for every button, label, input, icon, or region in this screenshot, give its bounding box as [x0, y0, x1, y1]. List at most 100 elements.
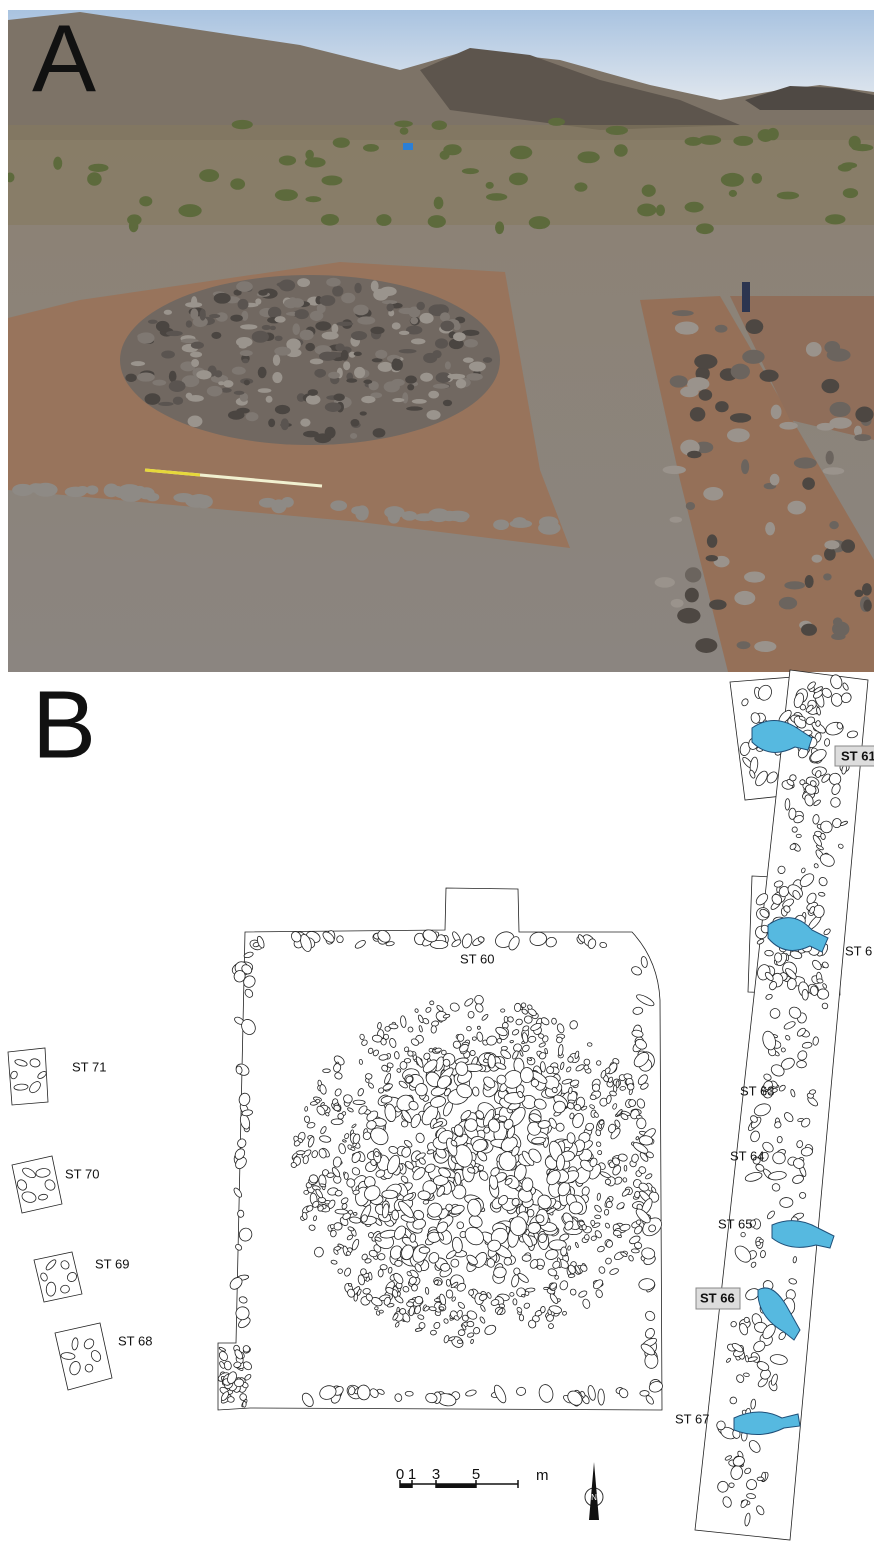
plan-stone [317, 1205, 324, 1212]
plan-stone [595, 1141, 602, 1147]
plan-stone [619, 1086, 626, 1091]
plan-stone [394, 1051, 400, 1060]
photo-stone [187, 394, 204, 402]
shrub [485, 193, 508, 201]
plan-stone [484, 1324, 497, 1335]
plan-stone [631, 966, 642, 976]
plan-stone [311, 1150, 318, 1159]
plan-stone [422, 1059, 438, 1073]
photo-stone [130, 361, 146, 367]
plan-stone [319, 1135, 332, 1143]
photo-stone [370, 280, 379, 292]
plan-stone [722, 1496, 732, 1508]
plan-stone [354, 940, 366, 949]
plan-stone [426, 1149, 435, 1155]
strip-stone [765, 522, 776, 536]
shrub [485, 181, 494, 189]
plan-stone [352, 1211, 358, 1216]
photo-stone [324, 402, 342, 412]
plan-stone [241, 1109, 253, 1117]
plan-stone [391, 1289, 399, 1298]
plan-stone [389, 1038, 397, 1048]
shrub [684, 136, 702, 146]
plan-stone [316, 1105, 326, 1116]
plan-stone [368, 1271, 373, 1281]
plan-stone [634, 1225, 643, 1235]
photo-stone [137, 372, 155, 382]
site-plan [7, 669, 874, 1541]
plan-stone [244, 1374, 252, 1381]
plan-stone [461, 933, 473, 949]
border-stone [509, 519, 533, 528]
photo-stone [416, 301, 425, 311]
plan-stone [291, 931, 302, 943]
plan-stone [466, 1026, 472, 1032]
shrub [776, 191, 800, 200]
plan-stone [526, 1057, 532, 1061]
border-stone [146, 492, 160, 502]
photo-stone [411, 399, 427, 404]
plan-stone [621, 1188, 631, 1197]
plan-stone [464, 998, 474, 1007]
plan-stone [304, 1115, 311, 1123]
strip-stone [687, 450, 702, 459]
photo-stone [265, 395, 273, 403]
photo-stone [258, 289, 268, 296]
plan-stone [580, 1390, 586, 1398]
plan-stone [353, 1293, 358, 1302]
photo-stone [462, 357, 474, 363]
structure-label: ST 68 [118, 1333, 152, 1348]
plan-stone [717, 1480, 729, 1493]
plan-stone [483, 1126, 491, 1134]
photo-stone [155, 320, 170, 332]
photo-stone [309, 358, 324, 365]
photo-stone [346, 378, 358, 383]
plan-stone [391, 1209, 400, 1221]
plan-stone [467, 1167, 476, 1174]
plan-stone [417, 1314, 425, 1320]
photo-stone [343, 361, 351, 371]
plan-stone [436, 1185, 446, 1197]
shrub [231, 119, 253, 130]
plan-stone [418, 1025, 423, 1033]
plan-stone [357, 1384, 371, 1401]
plan-stone [401, 1244, 414, 1260]
plan-stone [523, 1302, 531, 1309]
plan-stone [518, 1314, 525, 1322]
plan-stone [409, 1269, 419, 1278]
photo-stone [199, 309, 206, 321]
strip-stone [821, 378, 840, 394]
plan-stone [348, 1209, 353, 1215]
plan-stone [522, 1233, 533, 1248]
shrub [696, 223, 714, 235]
plan-stone [474, 1252, 488, 1268]
photo-stone [196, 370, 212, 380]
plan-stone [468, 1289, 475, 1296]
plan-stone [368, 1082, 374, 1089]
plan-stone [641, 1247, 656, 1260]
plan-stone [386, 1062, 394, 1069]
plan-stone [587, 1385, 596, 1401]
plan-stone [425, 1006, 432, 1013]
plan-stone [748, 1440, 761, 1453]
north-arrow: N [584, 1462, 604, 1520]
plan-stone [481, 1014, 489, 1021]
plan-stone [578, 1290, 588, 1298]
plan-stone [538, 1042, 546, 1048]
plan-stone [512, 1298, 518, 1306]
plan-stone [564, 1220, 574, 1231]
plan-stone [593, 1112, 599, 1118]
plan-stone [778, 886, 790, 898]
plan-stone [531, 1136, 546, 1145]
plan-stone [380, 1095, 393, 1104]
shrub [655, 204, 666, 217]
plan-stone [757, 684, 772, 701]
shrub [87, 172, 102, 186]
photo-stone [292, 323, 300, 335]
photo-stone [211, 331, 222, 339]
plan-stone [451, 939, 462, 948]
shrub [53, 156, 63, 170]
plan-stone [242, 1361, 252, 1371]
plan-stone [400, 1175, 409, 1184]
